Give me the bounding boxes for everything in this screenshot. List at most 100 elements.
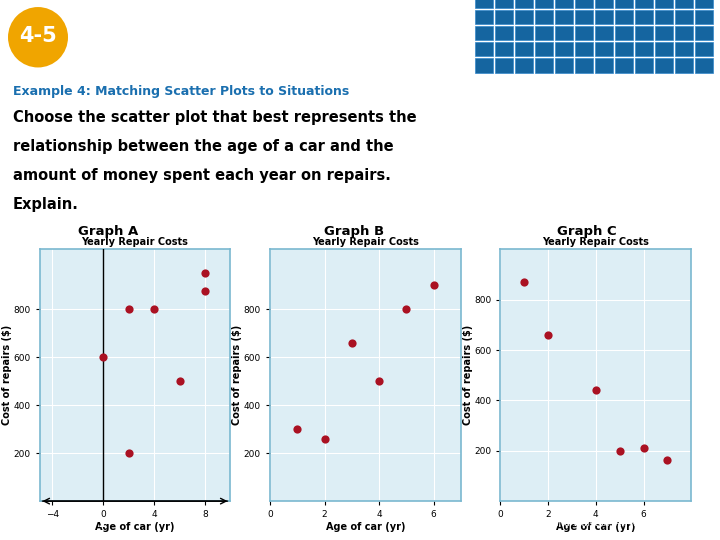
Bar — [575, 0, 593, 8]
Bar — [655, 0, 673, 8]
Point — [199, 287, 211, 296]
Point — [97, 353, 109, 362]
Bar — [495, 42, 513, 56]
Point — [373, 377, 384, 386]
Bar — [635, 0, 653, 8]
Bar — [675, 26, 693, 40]
Text: Holt Algebra 1: Holt Algebra 1 — [11, 517, 107, 530]
Point — [346, 339, 358, 347]
Bar — [615, 10, 633, 24]
Bar — [535, 10, 553, 24]
Bar — [515, 0, 533, 8]
Point — [319, 435, 330, 443]
Bar — [515, 26, 533, 40]
Bar — [555, 10, 573, 24]
Bar — [575, 26, 593, 40]
Bar — [595, 26, 613, 40]
Point — [400, 305, 412, 314]
Text: 4-5: 4-5 — [19, 26, 57, 46]
Bar — [555, 58, 573, 72]
Bar — [575, 58, 593, 72]
Point — [590, 386, 602, 395]
Text: Graph B: Graph B — [324, 225, 384, 238]
Point — [174, 377, 185, 386]
Bar — [695, 10, 713, 24]
Bar — [675, 42, 693, 56]
Bar — [655, 26, 673, 40]
X-axis label: Age of car (yr): Age of car (yr) — [556, 522, 636, 532]
Bar — [495, 58, 513, 72]
X-axis label: Age of car (yr): Age of car (yr) — [325, 522, 405, 532]
Bar — [515, 58, 533, 72]
Bar — [695, 58, 713, 72]
Point — [662, 455, 673, 464]
Bar — [695, 0, 713, 8]
Point — [542, 330, 554, 339]
Bar — [535, 58, 553, 72]
Bar — [615, 26, 633, 40]
Title: Yearly Repair Costs: Yearly Repair Costs — [542, 237, 649, 247]
Bar — [695, 26, 713, 40]
Y-axis label: Cost of repairs ($): Cost of repairs ($) — [233, 325, 243, 426]
Bar — [675, 58, 693, 72]
Point — [428, 281, 439, 290]
Bar — [575, 10, 593, 24]
Bar — [555, 26, 573, 40]
Bar — [555, 0, 573, 8]
Point — [123, 305, 135, 314]
Bar — [515, 10, 533, 24]
Bar — [535, 42, 553, 56]
Bar — [475, 58, 493, 72]
Point — [614, 447, 626, 455]
Point — [638, 444, 649, 453]
Text: amount of money spent each year on repairs.: amount of money spent each year on repai… — [13, 168, 391, 183]
Bar — [695, 42, 713, 56]
Title: Yearly Repair Costs: Yearly Repair Costs — [81, 237, 189, 247]
Point — [123, 449, 135, 457]
Bar — [475, 10, 493, 24]
Point — [518, 278, 530, 287]
Bar — [475, 42, 493, 56]
Bar — [595, 42, 613, 56]
Bar — [475, 26, 493, 40]
Bar — [635, 10, 653, 24]
Text: Explain.: Explain. — [13, 197, 78, 212]
Bar — [655, 58, 673, 72]
Point — [148, 305, 160, 314]
Bar — [675, 0, 693, 8]
Bar — [615, 42, 633, 56]
X-axis label: Age of car (yr): Age of car (yr) — [95, 522, 175, 532]
Bar — [615, 0, 633, 8]
Bar — [475, 0, 493, 8]
Bar — [675, 10, 693, 24]
Bar — [595, 10, 613, 24]
Bar — [535, 0, 553, 8]
Bar — [615, 58, 633, 72]
Bar — [535, 26, 553, 40]
Bar — [595, 0, 613, 8]
Bar — [655, 10, 673, 24]
Bar — [555, 42, 573, 56]
Text: Example 4: Matching Scatter Plots to Situations: Example 4: Matching Scatter Plots to Sit… — [13, 85, 349, 98]
Y-axis label: Cost of repairs ($): Cost of repairs ($) — [463, 325, 473, 426]
Text: relationship between the age of a car and the: relationship between the age of a car an… — [13, 139, 394, 154]
Bar — [575, 42, 593, 56]
Bar — [635, 58, 653, 72]
Text: Graph A: Graph A — [78, 225, 138, 238]
Bar — [495, 0, 513, 8]
Text: Graph C: Graph C — [557, 225, 616, 238]
Title: Yearly Repair Costs: Yearly Repair Costs — [312, 237, 419, 247]
Bar — [635, 26, 653, 40]
Bar — [495, 26, 513, 40]
Ellipse shape — [8, 7, 68, 68]
Text: Copyright © by Holt, Rinehart and Winston. All Rights Reserved.: Copyright © by Holt, Rinehart and Winsto… — [413, 519, 706, 528]
Bar — [635, 42, 653, 56]
Bar — [655, 42, 673, 56]
Point — [199, 269, 211, 278]
Bar — [595, 58, 613, 72]
Bar — [495, 10, 513, 24]
Point — [292, 425, 303, 434]
Text: Choose the scatter plot that best represents the: Choose the scatter plot that best repres… — [13, 110, 417, 125]
Bar — [515, 42, 533, 56]
Y-axis label: Cost of repairs ($): Cost of repairs ($) — [2, 325, 12, 426]
